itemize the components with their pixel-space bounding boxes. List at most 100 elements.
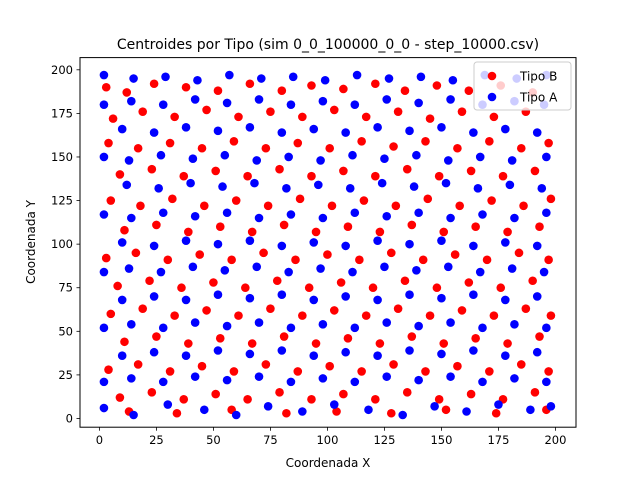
data-point xyxy=(181,351,191,361)
data-point xyxy=(343,333,353,343)
data-point xyxy=(163,255,173,265)
data-point xyxy=(501,124,510,134)
data-point xyxy=(275,164,284,174)
data-point xyxy=(350,100,360,109)
data-point xyxy=(197,361,207,371)
data-point xyxy=(471,333,480,343)
data-point xyxy=(507,156,517,165)
data-point xyxy=(455,201,465,211)
data-point xyxy=(371,171,380,181)
data-point xyxy=(510,213,519,223)
data-point xyxy=(277,128,287,137)
data-point xyxy=(380,262,389,272)
data-point xyxy=(190,211,200,221)
data-point xyxy=(227,255,236,265)
data-point xyxy=(99,100,109,109)
data-point xyxy=(325,143,335,153)
data-point xyxy=(528,276,537,286)
data-point xyxy=(405,239,414,249)
data-point xyxy=(307,171,316,181)
data-point xyxy=(341,241,350,251)
data-point xyxy=(254,213,264,223)
data-point xyxy=(505,180,515,190)
data-point xyxy=(402,164,412,174)
data-point xyxy=(220,150,230,160)
data-point xyxy=(184,227,193,237)
data-point xyxy=(375,339,385,348)
data-point xyxy=(277,346,287,355)
data-point xyxy=(318,374,328,383)
data-point xyxy=(188,154,198,164)
data-point xyxy=(386,248,396,258)
data-point xyxy=(152,332,161,341)
data-point xyxy=(339,389,348,399)
data-point xyxy=(307,81,316,90)
data-point xyxy=(113,281,122,291)
data-point xyxy=(282,408,291,418)
x-tick-label: 200 xyxy=(544,433,566,447)
data-point xyxy=(318,213,328,223)
data-point xyxy=(464,278,474,287)
data-point xyxy=(421,136,430,146)
data-point xyxy=(491,408,501,418)
data-point xyxy=(446,372,455,381)
data-point xyxy=(286,100,296,109)
data-point xyxy=(516,360,526,369)
data-point xyxy=(286,210,296,219)
data-point xyxy=(277,241,287,251)
data-point xyxy=(133,143,143,153)
data-point xyxy=(179,171,189,181)
data-point xyxy=(341,128,350,137)
data-point xyxy=(254,95,264,104)
data-point xyxy=(432,81,442,90)
data-point xyxy=(544,367,553,376)
data-point xyxy=(414,321,423,331)
data-point xyxy=(181,123,191,132)
data-point xyxy=(279,220,289,230)
data-point xyxy=(282,184,291,193)
data-point xyxy=(170,311,179,320)
data-point xyxy=(323,250,332,259)
data-point xyxy=(314,180,323,190)
data-point xyxy=(382,95,392,104)
data-point xyxy=(482,255,492,265)
data-point xyxy=(339,84,348,94)
data-point xyxy=(266,304,275,313)
y-tick-label: 25 xyxy=(58,368,73,382)
data-point xyxy=(277,86,287,96)
data-point xyxy=(136,201,145,211)
data-point xyxy=(546,401,556,411)
data-point xyxy=(352,70,362,80)
x-tick-label: 100 xyxy=(316,433,338,447)
data-point xyxy=(421,367,430,376)
data-point xyxy=(542,152,551,162)
data-point xyxy=(277,290,287,300)
data-point xyxy=(327,201,337,211)
data-point xyxy=(405,346,414,355)
data-point xyxy=(350,208,360,218)
data-point xyxy=(373,295,382,305)
data-point xyxy=(138,107,148,116)
data-point xyxy=(544,255,553,265)
data-point xyxy=(188,262,198,272)
data-point xyxy=(405,290,414,300)
y-axis-label: Coordenada Y xyxy=(24,199,38,284)
data-point xyxy=(254,372,264,381)
data-point xyxy=(279,332,289,341)
data-point xyxy=(325,361,335,371)
data-point xyxy=(213,346,223,355)
data-point xyxy=(384,74,394,83)
data-point xyxy=(519,201,528,211)
data-point xyxy=(291,255,300,265)
data-point xyxy=(293,367,303,376)
data-point xyxy=(234,112,243,122)
data-point xyxy=(382,372,392,381)
x-tick-label: 0 xyxy=(96,433,103,447)
data-point xyxy=(168,194,177,204)
data-point xyxy=(284,267,293,277)
data-point xyxy=(158,208,168,218)
data-point xyxy=(443,262,453,272)
data-point xyxy=(441,178,451,188)
y-tick-label: 175 xyxy=(51,106,73,120)
x-axis: 0 25 50 75 100 125 150 175 200 xyxy=(96,427,566,447)
